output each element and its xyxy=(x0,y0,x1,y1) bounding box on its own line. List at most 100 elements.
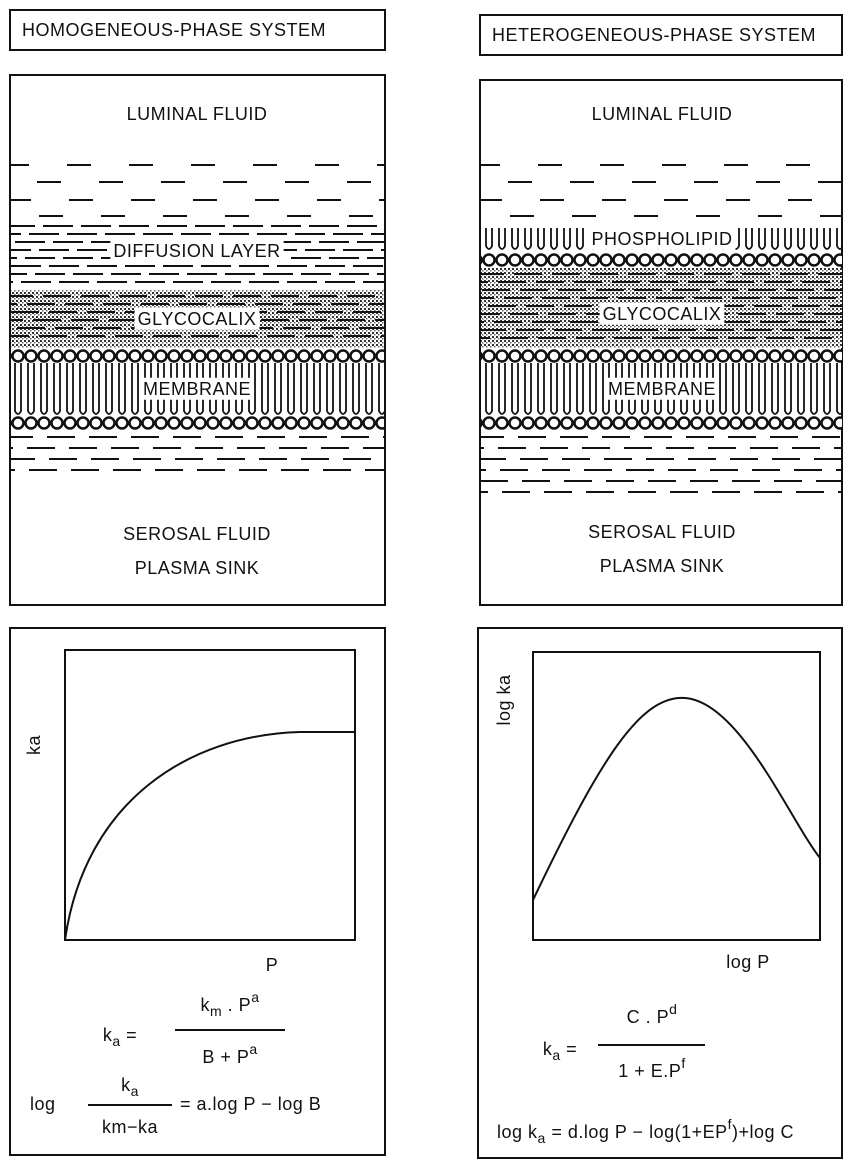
head xyxy=(692,255,703,266)
head xyxy=(510,418,521,429)
head xyxy=(52,418,63,429)
formula-part: log k xyxy=(497,1122,538,1142)
head xyxy=(536,255,547,266)
head xyxy=(273,418,284,429)
head xyxy=(822,255,833,266)
formula-part: a xyxy=(112,1033,120,1049)
head xyxy=(575,351,586,362)
head xyxy=(325,351,336,362)
head xyxy=(497,351,508,362)
formula: ka xyxy=(121,1075,139,1099)
head xyxy=(835,418,843,429)
head xyxy=(705,351,716,362)
head xyxy=(221,351,232,362)
head xyxy=(640,351,651,362)
head xyxy=(39,418,50,429)
tail xyxy=(67,363,73,414)
formula-part: C . P xyxy=(627,1007,670,1027)
head xyxy=(614,255,625,266)
head xyxy=(614,351,625,362)
tail xyxy=(119,363,125,414)
bottom-label: SEROSAL FLUID xyxy=(588,522,736,542)
head xyxy=(705,418,716,429)
head xyxy=(208,418,219,429)
formula-part: a xyxy=(538,1130,546,1146)
head xyxy=(221,418,232,429)
formula: ka xyxy=(24,735,44,756)
tail xyxy=(525,363,531,414)
head xyxy=(653,351,664,362)
formula: log ka xyxy=(494,674,514,726)
head xyxy=(809,255,820,266)
tail xyxy=(785,363,791,414)
head xyxy=(588,418,599,429)
title: HETEROGENEOUS-PHASE SYSTEM xyxy=(492,25,816,45)
formula-part: a xyxy=(251,989,259,1005)
head xyxy=(523,255,534,266)
layer-label: DIFFUSION LAYER xyxy=(113,241,280,261)
head xyxy=(13,351,24,362)
tail xyxy=(564,228,570,249)
bottom-label: PLASMA SINK xyxy=(600,556,725,576)
head xyxy=(718,255,729,266)
head xyxy=(484,351,495,362)
tail xyxy=(41,363,47,414)
head xyxy=(640,418,651,429)
head xyxy=(91,418,102,429)
tail xyxy=(733,363,739,414)
tail xyxy=(499,228,505,249)
head xyxy=(273,351,284,362)
head xyxy=(588,255,599,266)
head xyxy=(640,255,651,266)
tail xyxy=(473,228,479,249)
formula-part: d xyxy=(669,1001,677,1017)
tail xyxy=(824,228,830,249)
tail xyxy=(132,363,138,414)
tail xyxy=(785,228,791,249)
formula: C . Pd xyxy=(627,1001,678,1027)
head xyxy=(744,255,755,266)
formula: km−ka xyxy=(102,1117,159,1137)
tail xyxy=(301,363,307,414)
head xyxy=(744,418,755,429)
head xyxy=(0,418,11,429)
formula-part: . P xyxy=(222,995,251,1015)
layer-label: MEMBRANE xyxy=(608,379,716,399)
head xyxy=(104,418,115,429)
head xyxy=(510,255,521,266)
head xyxy=(510,351,521,362)
x-axis-label: log P xyxy=(726,952,770,972)
formula: ka = xyxy=(103,1025,137,1049)
head xyxy=(835,255,843,266)
head xyxy=(783,418,794,429)
head xyxy=(286,351,297,362)
formula: 1 + E.Pf xyxy=(618,1055,685,1081)
tail xyxy=(577,363,583,414)
formula-part: k xyxy=(121,1075,131,1095)
head xyxy=(744,351,755,362)
head xyxy=(156,351,167,362)
head xyxy=(822,351,833,362)
head xyxy=(562,351,573,362)
head xyxy=(757,351,768,362)
formula-part: a xyxy=(249,1041,257,1057)
formula: B + Pa xyxy=(202,1041,257,1067)
head xyxy=(770,255,781,266)
formula-part: k xyxy=(24,745,44,755)
head xyxy=(536,351,547,362)
head xyxy=(247,351,258,362)
head xyxy=(562,418,573,429)
curve xyxy=(533,698,820,900)
tail xyxy=(340,363,346,414)
tail xyxy=(486,228,492,249)
tail xyxy=(2,363,8,414)
head xyxy=(614,418,625,429)
head xyxy=(627,351,638,362)
head xyxy=(39,351,50,362)
head xyxy=(783,255,794,266)
head xyxy=(260,351,271,362)
head xyxy=(588,351,599,362)
formula: log ka = d.log P − log(1+EPf)+log C xyxy=(497,1116,794,1146)
tail xyxy=(824,363,830,414)
head xyxy=(757,255,768,266)
